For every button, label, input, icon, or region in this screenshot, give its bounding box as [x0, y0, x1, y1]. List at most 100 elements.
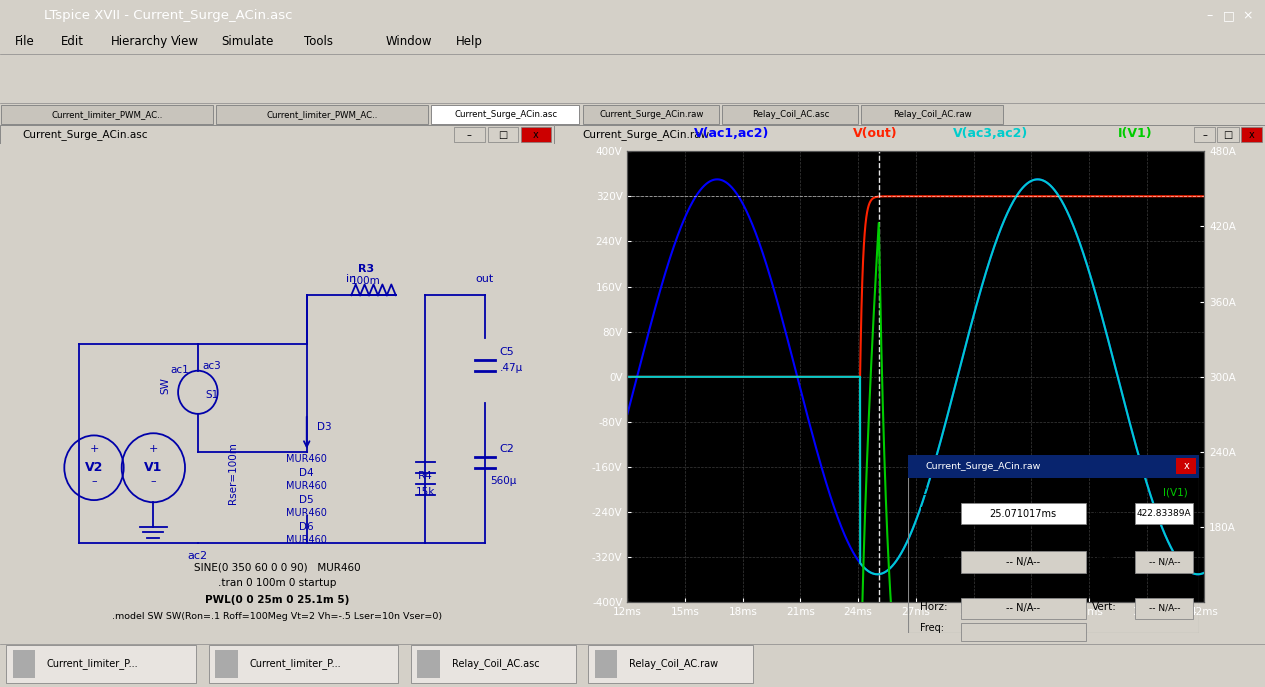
Text: Current_limiter_PWM_AC..: Current_limiter_PWM_AC..	[52, 110, 163, 119]
Text: Current_Surge_ACin.raw: Current_Surge_ACin.raw	[600, 110, 703, 119]
Text: I(V1): I(V1)	[1163, 487, 1188, 497]
Text: Tools: Tools	[304, 36, 333, 48]
Bar	[1, 106, 213, 124]
Text: □: □	[1223, 130, 1232, 139]
Text: Relay_Coil_AC.asc: Relay_Coil_AC.asc	[751, 110, 830, 119]
Bar	[1135, 598, 1193, 619]
Bar	[960, 622, 1085, 640]
Bar	[454, 127, 484, 142]
Text: V(out): V(out)	[853, 127, 898, 140]
Text: Rser=100m: Rser=100m	[228, 442, 238, 504]
Text: Relay_Coil_AC.asc: Relay_Coil_AC.asc	[452, 658, 539, 669]
Text: ac3: ac3	[202, 361, 221, 370]
Text: C2: C2	[500, 444, 515, 453]
Text: Cursor 2: Cursor 2	[920, 536, 964, 545]
Bar	[216, 106, 428, 124]
Text: –: –	[1207, 9, 1212, 22]
Text: –: –	[467, 130, 472, 139]
Text: ac2: ac2	[187, 552, 207, 561]
Text: Horz:: Horz:	[920, 555, 947, 565]
Text: .47μ: .47μ	[500, 363, 522, 373]
Bar	[417, 650, 440, 677]
Bar	[209, 645, 398, 684]
Text: MUR460: MUR460	[286, 508, 328, 518]
Bar	[583, 106, 719, 124]
Text: V2: V2	[85, 461, 104, 474]
Text: +: +	[149, 444, 158, 453]
Text: Freq:: Freq:	[920, 623, 944, 633]
Bar	[960, 598, 1085, 619]
Text: PWL(0 0 25m 0 25.1m 5): PWL(0 0 25m 0 25.1m 5)	[205, 594, 349, 605]
Bar	[6, 645, 196, 684]
Text: SW: SW	[161, 377, 171, 394]
Bar	[588, 645, 753, 684]
Text: V(ac3,ac2): V(ac3,ac2)	[954, 127, 1028, 140]
Text: +: +	[90, 444, 99, 453]
Text: Cursor 1: Cursor 1	[920, 487, 964, 497]
Text: MUR460: MUR460	[286, 482, 328, 491]
Text: Current_limiter_P...: Current_limiter_P...	[47, 658, 138, 669]
Text: Horz:: Horz:	[920, 602, 947, 611]
Text: D5: D5	[300, 495, 314, 506]
Text: Relay_Coil_AC.raw: Relay_Coil_AC.raw	[893, 110, 973, 119]
Bar	[411, 645, 576, 684]
Text: R4: R4	[417, 471, 433, 480]
Bar	[13, 650, 35, 677]
Bar	[215, 650, 238, 677]
Text: Hierarchy: Hierarchy	[111, 36, 168, 48]
Text: C5: C5	[500, 346, 515, 357]
Text: Current_Surge_ACin.asc: Current_Surge_ACin.asc	[23, 129, 148, 140]
Text: S1: S1	[206, 390, 219, 400]
Text: –: –	[1202, 130, 1207, 139]
Text: in: in	[347, 274, 357, 284]
Bar	[1176, 458, 1197, 475]
Text: Current_limiter_PWM_AC..: Current_limiter_PWM_AC..	[267, 110, 378, 119]
Text: LTspice XVII - Current_Surge_ACin.asc: LTspice XVII - Current_Surge_ACin.asc	[44, 9, 292, 22]
Bar	[960, 551, 1085, 573]
Text: Diff (Cursor2 - Cursor1): Diff (Cursor2 - Cursor1)	[920, 582, 1034, 592]
Text: Window: Window	[386, 36, 433, 48]
Text: V(ac1,ac2): V(ac1,ac2)	[693, 127, 769, 140]
Text: Relay_Coil_AC.raw: Relay_Coil_AC.raw	[629, 658, 717, 669]
Text: x: x	[533, 130, 539, 139]
Text: -- N/A--: -- N/A--	[1006, 603, 1040, 613]
Bar	[908, 455, 1199, 478]
Text: Vert:: Vert:	[1092, 507, 1117, 517]
Text: ×: ×	[1242, 9, 1252, 22]
Text: MUR460: MUR460	[286, 454, 328, 464]
Text: 422.83389A: 422.83389A	[1137, 509, 1192, 518]
Text: □: □	[1222, 9, 1235, 22]
Text: Vert:: Vert:	[1092, 602, 1117, 611]
Bar	[1241, 127, 1262, 142]
Text: D4: D4	[300, 469, 314, 478]
Text: Vert:: Vert:	[1092, 555, 1117, 565]
Text: .tran 0 100m 0 startup: .tran 0 100m 0 startup	[218, 578, 336, 588]
Bar	[1194, 127, 1216, 142]
Text: R3: R3	[358, 264, 374, 273]
Text: Edit: Edit	[61, 36, 83, 48]
Text: D3: D3	[316, 422, 331, 432]
Bar	[1135, 551, 1193, 573]
Bar	[1135, 503, 1193, 524]
Text: Simulate: Simulate	[221, 36, 273, 48]
Text: .model SW SW(Ron=.1 Roff=100Meg Vt=2 Vh=-.5 Lser=10n Vser=0): .model SW SW(Ron=.1 Roff=100Meg Vt=2 Vh=…	[113, 611, 441, 621]
Text: x: x	[1249, 130, 1255, 139]
Text: View: View	[171, 36, 199, 48]
Text: -- N/A--: -- N/A--	[1149, 557, 1180, 567]
Text: MUR460: MUR460	[286, 535, 328, 545]
Bar	[595, 650, 617, 677]
Text: Help: Help	[455, 36, 482, 48]
Text: Current_Surge_ACin.asc: Current_Surge_ACin.asc	[454, 110, 558, 119]
Bar	[1217, 127, 1238, 142]
Text: -- N/A--: -- N/A--	[1006, 557, 1040, 567]
Text: Current_Surge_ACin.raw: Current_Surge_ACin.raw	[582, 129, 710, 140]
Text: File: File	[15, 36, 35, 48]
Text: -- N/A--: -- N/A--	[1149, 604, 1180, 613]
Text: 100m: 100m	[352, 276, 381, 286]
Text: SINE(0 350 60 0 0 90)   MUR460: SINE(0 350 60 0 0 90) MUR460	[194, 562, 361, 572]
Text: 15k: 15k	[416, 486, 435, 497]
Text: I(V1): I(V1)	[1118, 127, 1152, 140]
Text: 25.071017ms: 25.071017ms	[989, 509, 1056, 519]
Bar	[431, 106, 579, 124]
Text: 560μ: 560μ	[490, 476, 516, 486]
